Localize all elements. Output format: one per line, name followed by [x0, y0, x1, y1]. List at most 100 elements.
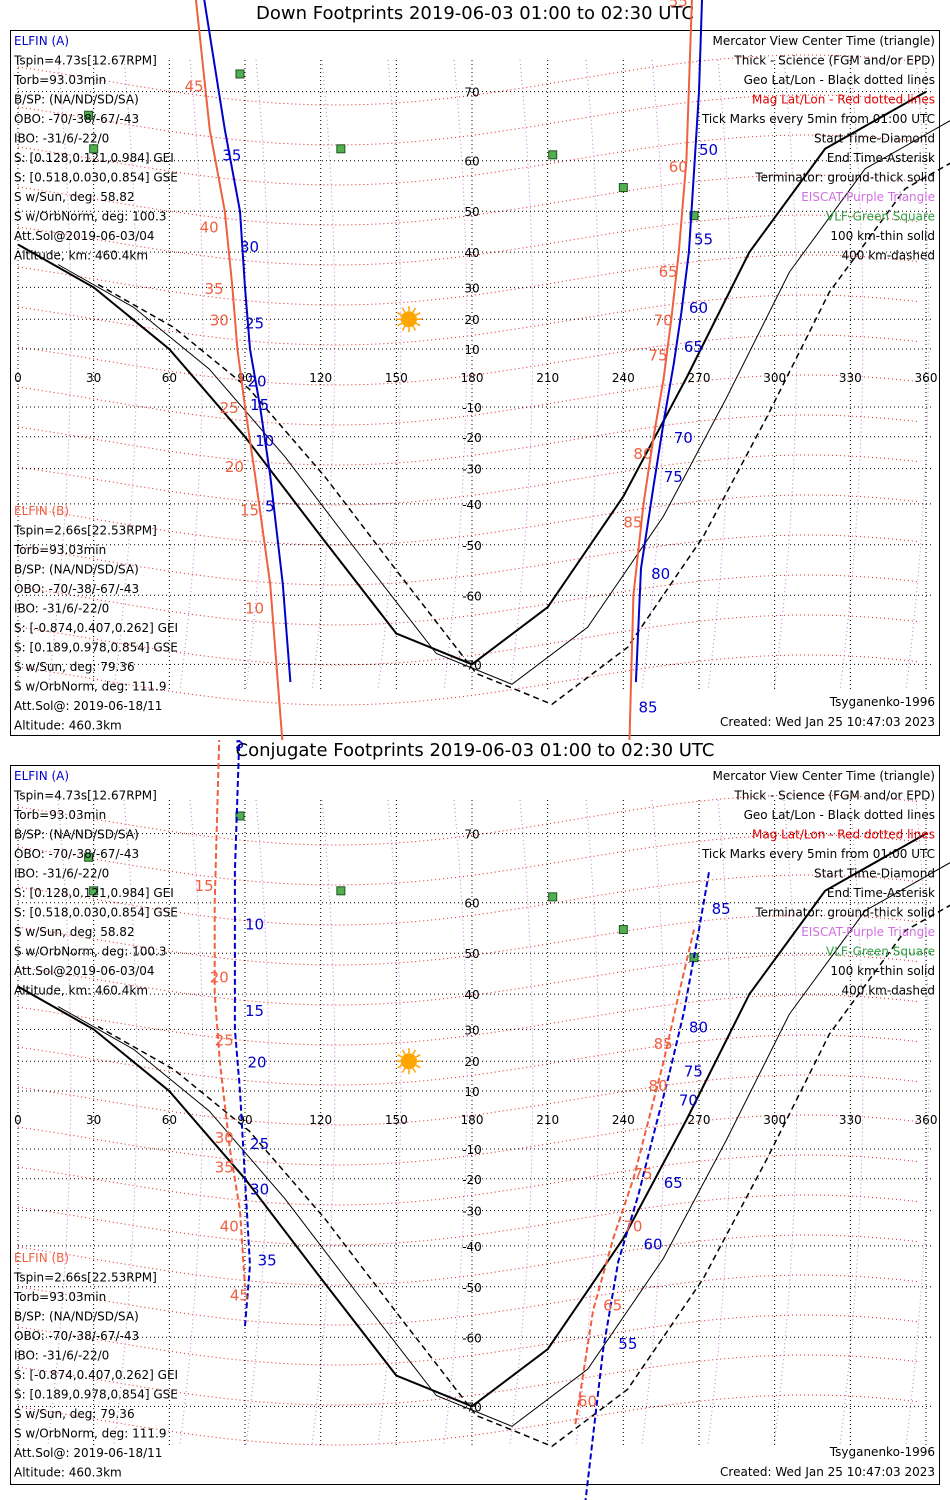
elfin-a-tick-label: 80 — [651, 565, 670, 583]
mag-lon-line — [641, 799, 666, 1446]
elfin-b-tick-label: 35 — [205, 280, 224, 298]
elfin-a-tick-label: 15 — [250, 396, 269, 414]
elfin-a-info-line: OBO: -70/-38/-67/-43 — [14, 847, 139, 861]
sun-ray — [401, 1049, 406, 1055]
elfin-b-track — [213, 740, 695, 1425]
legend-entry: 100 km-thin solid — [830, 964, 935, 978]
mag-lon-line — [641, 59, 666, 691]
x-tick-label: 300 — [763, 1113, 786, 1127]
elfin-a-tick-label: 50 — [699, 141, 718, 159]
vlf-station-marker — [84, 852, 94, 862]
elfin-b-title: ELFIN (B) — [14, 1251, 69, 1265]
x-tick-label: 60 — [162, 371, 177, 385]
terminator-100km-line — [57, 862, 950, 1427]
y-tick-label: 10 — [464, 1085, 479, 1099]
elfin-a-tick-label: 25 — [250, 1135, 269, 1153]
elfin-b-info-line: Att.Sol@: 2019-06-18/11 — [14, 699, 162, 713]
elfin-a-tick-label: 35 — [222, 147, 241, 165]
model-name: Tsyganenko-1996 — [829, 695, 935, 709]
x-tick-label: 120 — [309, 1113, 332, 1127]
y-tick-label: -10 — [462, 401, 482, 415]
y-tick-label: 30 — [464, 1023, 479, 1037]
legend-entry: Tick Marks every 5min from 01:00 UTC — [701, 112, 935, 126]
elfin-a-tick-label: 35 — [258, 1251, 277, 1269]
sun-icon — [400, 311, 417, 328]
elfin-b-info-line: S w/Sun, deg: 79.36 — [14, 1407, 135, 1421]
elfin-a-info-line: S: [0.518,0.030,0.854] GSE — [14, 906, 178, 920]
elfin-a-info-line: S w/Sun, deg: 58.82 — [14, 925, 135, 939]
legend-entry: Mag Lat/Lon - Red dotted lines — [752, 93, 935, 107]
terminator-400km-line — [97, 904, 950, 1448]
y-tick-label: 20 — [464, 313, 479, 327]
created-timestamp: Created: Wed Jan 25 10:47:03 2023 — [720, 715, 935, 729]
elfin-a-tick-label: 20 — [248, 1053, 267, 1071]
vlf-station-marker — [235, 811, 245, 821]
elfin-a-tick-label: 10 — [255, 432, 274, 450]
mag-lon-line — [575, 59, 600, 691]
sun-ray — [412, 307, 417, 313]
terminator-ground-line — [17, 832, 927, 1408]
elfin-a-tick-label: 70 — [679, 1092, 698, 1110]
legend-entry: Mercator View Center Time (triangle) — [713, 34, 935, 48]
sun-ray — [401, 325, 406, 331]
vlf-station-marker — [618, 183, 628, 193]
y-tick-label: -30 — [462, 1205, 482, 1219]
elfin-b-info-line: IBO: -31/6/-22/0 — [14, 602, 109, 616]
elfin-b-info-line: B/SP: (NA/ND/SD/SA) — [14, 563, 139, 577]
elfin-a-tick-label: 20 — [248, 373, 267, 391]
vlf-station-marker — [689, 211, 699, 221]
chart-down-footprints: 0 30 60 90 120 150 180 210 240 270 300 330 360706050… — [13, 0, 950, 740]
elfin-a-tick-label: 10 — [245, 916, 264, 934]
elfin-a-tick-label: 15 — [245, 1002, 264, 1020]
elfin-b-tick-label: 10 — [245, 599, 264, 617]
elfin-b-info-line: S w/OrbNorm, deg: 111.9 — [14, 1427, 166, 1441]
elfin-a-info-line: Tspin=4.73s[12.67RPM] — [13, 789, 157, 803]
elfin-a-tick-label: 55 — [694, 230, 713, 248]
legend-entry: End Time-Asterisk — [827, 151, 935, 165]
y-tick-label: -60 — [462, 1331, 482, 1345]
x-tick-label: 30 — [86, 371, 101, 385]
elfin-b-track — [194, 0, 693, 740]
mag-lat-line — [17, 994, 919, 1046]
elfin-b-tick-label: 75 — [649, 347, 668, 365]
elfin-b-info-line: Altitude: 460.3km — [14, 1466, 122, 1480]
x-tick-label: 180 — [461, 371, 484, 385]
elfin-b-info-line: IBO: -31/6/-22/0 — [14, 1349, 109, 1363]
x-tick-label: 120 — [309, 371, 332, 385]
panel-title-conjugate: Conjugate Footprints 2019-06-03 01:00 to… — [235, 740, 715, 761]
elfin-b-info-line: Att.Sol@: 2019-06-18/11 — [14, 1446, 162, 1460]
elfin-b-tick-label: 85 — [654, 1035, 673, 1053]
mag-lon-line — [509, 799, 534, 1446]
x-tick-label: 300 — [763, 371, 786, 385]
elfin-b-tick-label: 30 — [210, 311, 229, 329]
vlf-station-marker — [548, 892, 558, 902]
legend-entry: 400 km-dashed — [841, 984, 935, 998]
elfin-b-info-line: Tspin=2.66s[22.53RPM] — [13, 1271, 157, 1285]
x-tick-label: 210 — [536, 371, 559, 385]
sun-ray — [401, 307, 406, 313]
elfin-b-tick-label: 40 — [200, 219, 219, 237]
elfin-a-info-line: S w/Sun, deg: 58.82 — [14, 190, 135, 204]
elfin-b-info-line: S: [-0.874,0.407,0.262] GEI — [14, 1368, 178, 1382]
elfin-b-tick-label: 75 — [633, 1165, 652, 1183]
elfin-b-info-line: S: [0.189,0.978,0.854] GSE — [14, 641, 178, 655]
elfin-a-track — [233, 740, 711, 1500]
sun-ray — [415, 312, 421, 316]
sun-ray — [415, 1064, 421, 1069]
elfin-b-tick-label: 40 — [220, 1217, 239, 1235]
elfin-b-info-line: OBO: -70/-38/-67/-43 — [14, 1329, 139, 1343]
x-tick-label: 0 — [14, 371, 22, 385]
x-tick-label: 270 — [688, 1113, 711, 1127]
y-tick-label: 60 — [464, 155, 479, 169]
elfin-b-tick-label: 55 — [669, 0, 688, 10]
elfin-a-info-line: B/SP: (NA/ND/SD/SA) — [14, 93, 139, 107]
x-tick-label: 30 — [86, 1113, 101, 1127]
elfin-a-track — [203, 0, 704, 683]
elfin-a-tick-label: 30 — [250, 1180, 269, 1198]
sun-ray — [415, 1054, 421, 1058]
legend-entry: Mercator View Center Time (triangle) — [713, 769, 935, 783]
x-tick-label: 360 — [915, 1113, 938, 1127]
elfin-a-tick-label: 75 — [684, 1062, 703, 1080]
y-tick-label: 30 — [464, 281, 479, 295]
elfin-b-tick-label: 20 — [225, 458, 244, 476]
